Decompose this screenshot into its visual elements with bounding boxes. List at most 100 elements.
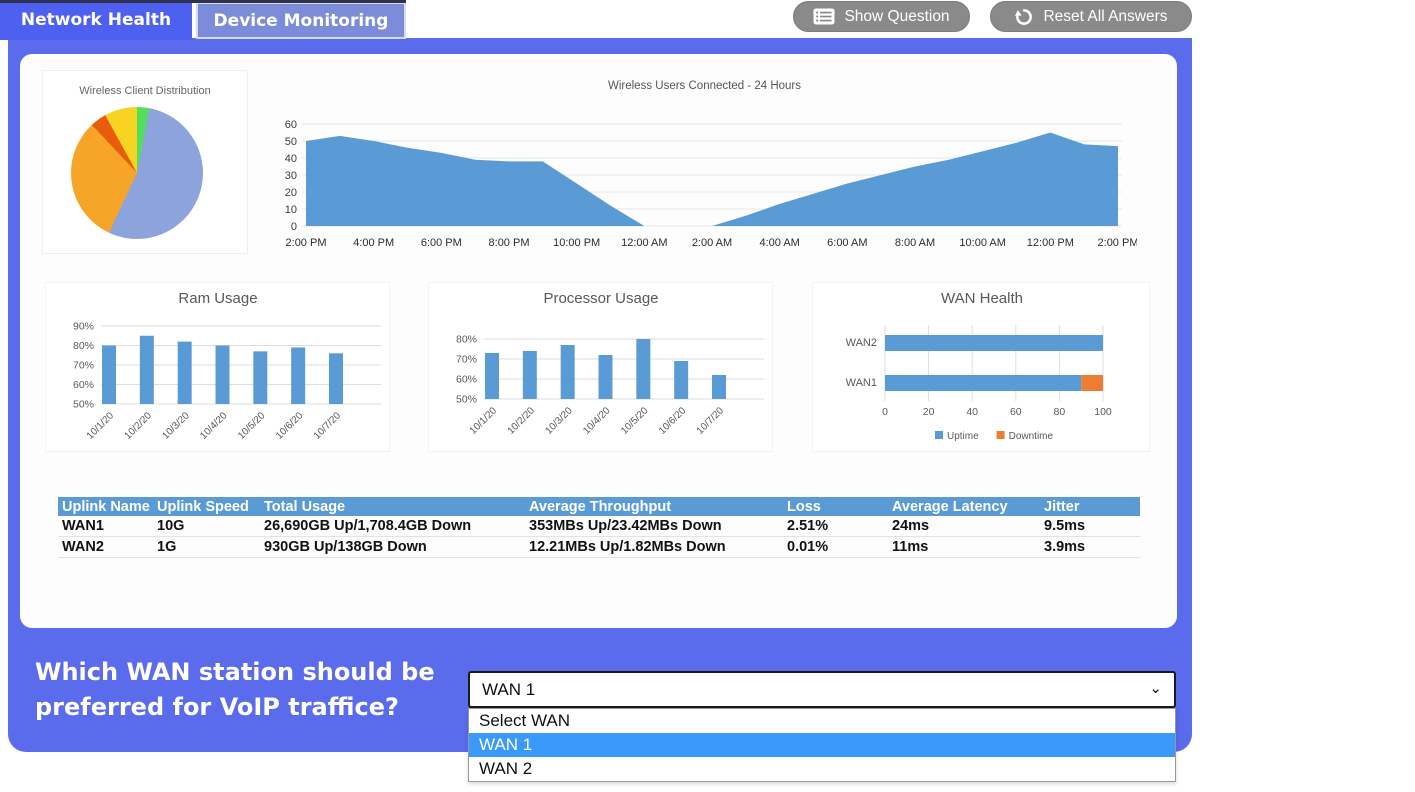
svg-text:60%: 60% — [456, 374, 477, 386]
svg-text:10/2/20: 10/2/20 — [506, 405, 538, 437]
svg-text:6:00 AM: 6:00 AM — [827, 237, 867, 249]
tab-device-monitoring[interactable]: Device Monitoring — [196, 2, 406, 39]
svg-text:2:00 AM: 2:00 AM — [692, 237, 732, 249]
table-cell: 2.51% — [787, 518, 829, 534]
table-cell: Uplink Name — [62, 498, 150, 515]
table-cell: 9.5ms — [1044, 518, 1086, 534]
list-icon — [813, 8, 835, 25]
reset-all-answers-label: Reset All Answers — [1043, 7, 1168, 25]
wan-select[interactable]: WAN 1 ⌄ — [468, 671, 1176, 708]
tab-network-health[interactable]: Network Health — [0, 0, 192, 40]
svg-text:WAN2: WAN2 — [846, 337, 877, 349]
processor-usage-card: Processor Usage 50% 60% 70% 80% 10/1/20 10/2/2… — [428, 282, 773, 452]
wan-health-stacked-bar-chart: WAN Health 0 20 40 60 80 100 WAN2 WAN1 Uptime Down… — [846, 290, 1112, 442]
svg-text:40: 40 — [285, 153, 297, 165]
svg-text:40: 40 — [966, 406, 978, 418]
chevron-down-icon: ⌄ — [1149, 680, 1162, 697]
svg-text:10/3/20: 10/3/20 — [160, 410, 192, 442]
show-question-button[interactable]: Show Question — [793, 1, 970, 32]
svg-text:10/4/20: 10/4/20 — [198, 410, 230, 442]
table-cell: 3.9ms — [1044, 539, 1086, 555]
svg-text:50%: 50% — [456, 394, 477, 406]
wireless-users-area-chart: 0 10 20 30 40 50 60 2:00 PM 4:00 PM 6:00 PM 8:00 P… — [285, 119, 1139, 249]
svg-text:20: 20 — [285, 187, 297, 199]
svg-text:Ram Usage: Ram Usage — [178, 290, 257, 307]
show-question-label: Show Question — [844, 7, 950, 25]
svg-text:70%: 70% — [456, 354, 477, 366]
table-cell: 0.01% — [787, 539, 829, 555]
svg-text:12:00 PM: 12:00 PM — [1027, 237, 1074, 249]
svg-text:10/5/20: 10/5/20 — [236, 410, 268, 442]
svg-text:10/6/20: 10/6/20 — [274, 410, 306, 442]
svg-text:8:00 PM: 8:00 PM — [489, 237, 530, 249]
question-line-1: Which WAN station should be — [35, 658, 435, 686]
svg-text:50%: 50% — [73, 399, 94, 411]
svg-text:10/5/20: 10/5/20 — [619, 405, 651, 437]
svg-text:4:00 PM: 4:00 PM — [353, 237, 394, 249]
reset-all-answers-button[interactable]: Reset All Answers — [990, 1, 1192, 32]
table-cell: Jitter — [1044, 498, 1080, 515]
svg-text:10/6/20: 10/6/20 — [657, 405, 689, 437]
svg-text:10/1/20: 10/1/20 — [85, 410, 117, 442]
svg-text:60: 60 — [1010, 406, 1022, 418]
wan-health-card: WAN Health 0 20 40 60 80 100 WAN2 WAN1 Uptime Down… — [812, 282, 1150, 452]
svg-text:2:00 PM: 2:00 PM — [286, 237, 327, 249]
svg-text:10/3/20: 10/3/20 — [543, 405, 575, 437]
svg-text:10/1/20: 10/1/20 — [468, 405, 500, 437]
wireless-client-distribution-card: Wireless Client Distribution — [42, 70, 248, 254]
tab-device-monitoring-label: Device Monitoring — [213, 10, 389, 31]
question-text: Which WAN station should be preferred fo… — [35, 655, 435, 725]
table-cell: Loss — [787, 498, 821, 515]
svg-text:WAN Health: WAN Health — [941, 290, 1023, 307]
svg-text:4:00 AM: 4:00 AM — [759, 237, 799, 249]
wan-select-options: Select WAN WAN 1 WAN 2 — [468, 708, 1176, 782]
ram-usage-card: Ram Usage 50% 60% 70% 80% 90% 10/1/20 10/2/20 10… — [45, 282, 390, 452]
wireless-client-distribution-pie — [71, 107, 203, 239]
svg-text:50: 50 — [285, 136, 297, 148]
dashboard-panel: Wireless Client Distribution Wireless Us… — [20, 54, 1177, 628]
svg-text:6:00 PM: 6:00 PM — [421, 237, 462, 249]
svg-text:10: 10 — [285, 204, 297, 216]
svg-text:10/7/20: 10/7/20 — [312, 410, 344, 442]
top-edge-strip — [0, 0, 406, 3]
svg-text:10/7/20: 10/7/20 — [695, 405, 727, 437]
svg-text:8:00 AM: 8:00 AM — [895, 237, 935, 249]
dropdown-option[interactable]: WAN 2 — [479, 759, 533, 778]
table-cell: WAN2 — [62, 539, 104, 555]
area-chart-title: Wireless Users Connected - 24 Hours — [607, 80, 801, 92]
svg-text:60%: 60% — [73, 379, 94, 391]
table-cell: 353MBs Up/23.42MBs Down — [529, 518, 722, 534]
svg-text:12:00 AM: 12:00 AM — [621, 237, 667, 249]
table-cell: Average Latency — [892, 498, 1008, 515]
svg-text:2:00 PM: 2:00 PM — [1098, 237, 1137, 249]
table-cell: WAN1 — [62, 518, 104, 534]
svg-text:10:00 AM: 10:00 AM — [959, 237, 1005, 249]
wan-select-value: WAN 1 — [482, 679, 536, 699]
svg-text:80%: 80% — [73, 340, 94, 352]
processor-usage-bar-chart: Processor Usage 50% 60% 70% 80% 10/1/20 10/2/2… — [456, 290, 764, 437]
svg-text:Uptime: Uptime — [947, 431, 979, 442]
svg-text:10/4/20: 10/4/20 — [581, 405, 613, 437]
dropdown-option[interactable]: Select WAN — [479, 711, 571, 730]
svg-text:80%: 80% — [456, 334, 477, 346]
svg-text:20: 20 — [923, 406, 935, 418]
table-cell: Total Usage — [264, 498, 346, 515]
svg-text:10/2/20: 10/2/20 — [123, 410, 155, 442]
dropdown-option[interactable]: WAN 1 — [469, 733, 1175, 757]
table-cell: 930GB Up/138GB Down — [264, 539, 427, 555]
svg-text:60: 60 — [285, 119, 297, 131]
svg-text:80: 80 — [1054, 406, 1066, 418]
pie-chart-title: Wireless Client Distribution — [79, 85, 211, 97]
table-row: WAN1 10G 26,690GB Up/1,708.4GB Down 353MBs … — [58, 516, 1140, 537]
svg-text:90%: 90% — [73, 321, 94, 333]
uplink-table: Uplink Name Uplink Speed Total Usage Averag… — [58, 497, 1140, 558]
table-row: WAN2 1G 930GB Up/138GB Down 12.21MBs Up/1.8… — [58, 537, 1140, 558]
svg-text:70%: 70% — [73, 360, 94, 372]
table-header-row: Uplink Name Uplink Speed Total Usage Averag… — [58, 497, 1140, 516]
table-cell: 24ms — [892, 518, 930, 534]
table-cell: 12.21MBs Up/1.82MBs Down — [529, 539, 726, 555]
question-line-2: preferred for VoIP traffice? — [35, 693, 399, 721]
svg-text:0: 0 — [291, 221, 297, 233]
table-cell: 10G — [157, 518, 185, 534]
